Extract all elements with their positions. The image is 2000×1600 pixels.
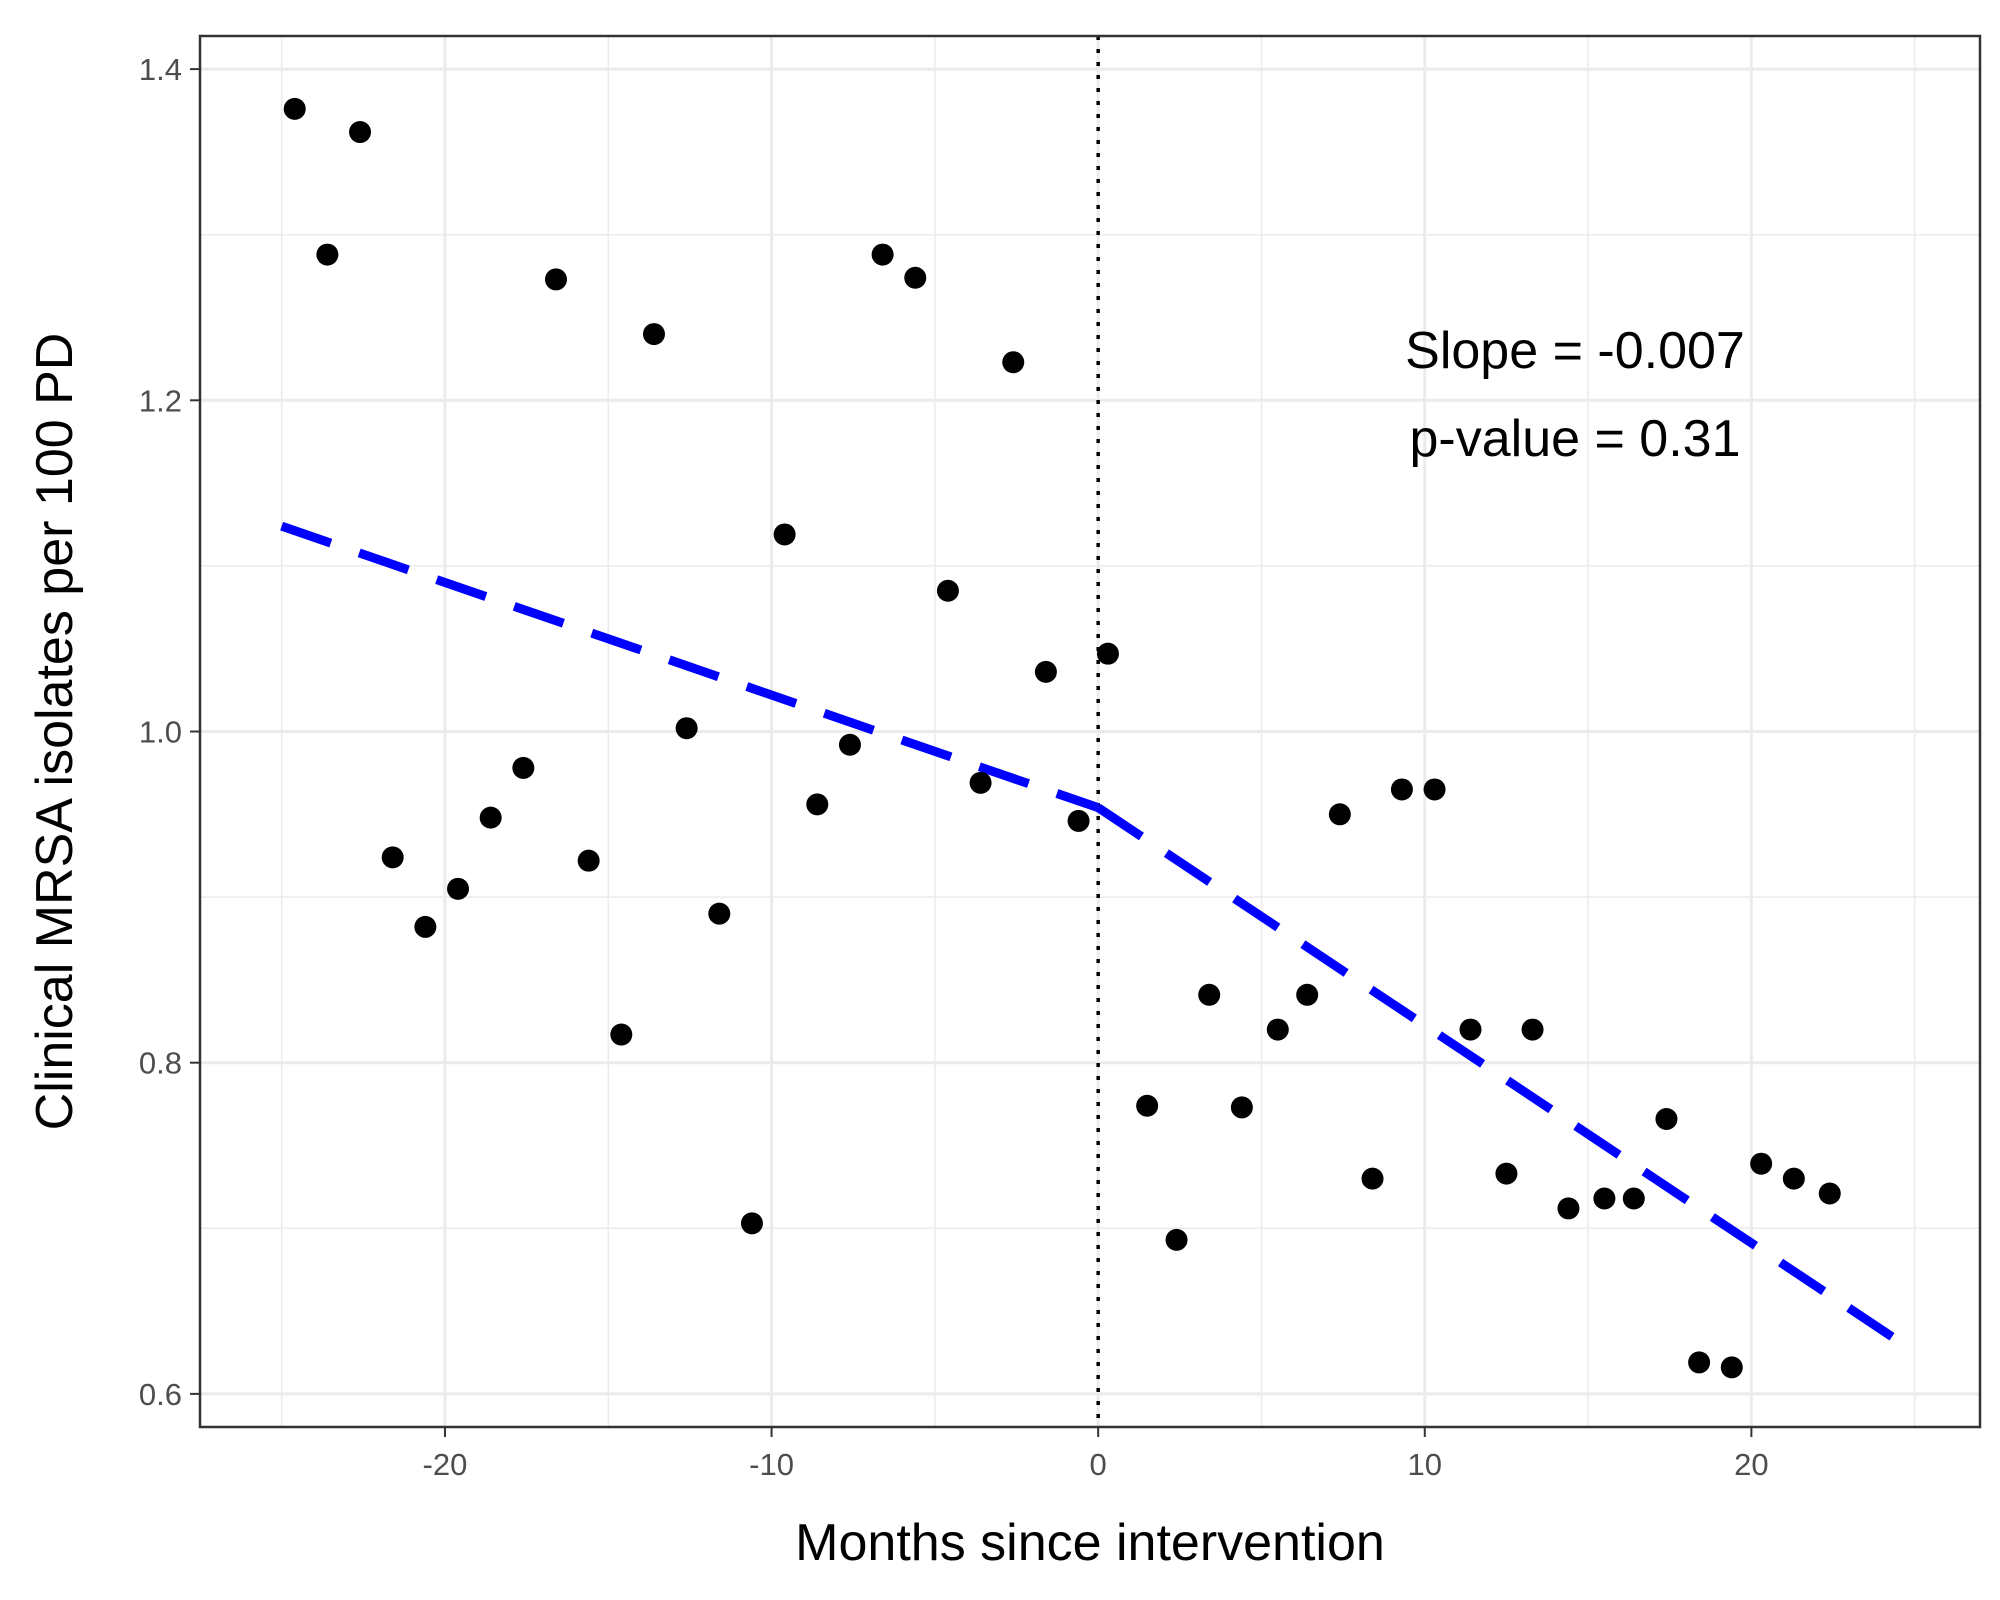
data-point bbox=[1622, 1187, 1645, 1210]
data-point bbox=[1002, 351, 1025, 374]
trend-segment bbox=[1095, 803, 1911, 1352]
trend-line bbox=[280, 521, 1911, 1352]
data-point bbox=[512, 756, 535, 779]
data-point bbox=[1266, 1018, 1289, 1041]
data-point bbox=[479, 806, 502, 829]
data-point bbox=[1750, 1152, 1773, 1175]
y-tick-label: 1.4 bbox=[139, 52, 182, 87]
y-tick-label: 1.0 bbox=[139, 715, 182, 750]
data-point bbox=[414, 915, 437, 938]
data-point bbox=[1328, 803, 1351, 826]
data-point bbox=[1034, 660, 1057, 683]
data-point bbox=[1818, 1182, 1841, 1205]
data-point bbox=[773, 523, 796, 546]
p-value-annotation: p-value = 0.31 bbox=[1409, 410, 1740, 468]
x-tick-label: 10 bbox=[1408, 1447, 1442, 1482]
data-point bbox=[349, 121, 372, 144]
data-point bbox=[1557, 1197, 1580, 1220]
data-point bbox=[740, 1212, 763, 1235]
data-point bbox=[806, 793, 829, 816]
data-point bbox=[1361, 1167, 1384, 1190]
data-point bbox=[1459, 1018, 1482, 1041]
data-point bbox=[1198, 983, 1221, 1006]
y-tick-label: 1.2 bbox=[139, 383, 182, 418]
data-point bbox=[1067, 809, 1090, 832]
data-point bbox=[577, 849, 600, 872]
x-tick-label: -20 bbox=[423, 1447, 468, 1482]
x-axis-ticks: -20 -10 0 10 20 bbox=[423, 1427, 1769, 1482]
data-point bbox=[904, 266, 927, 289]
data-point bbox=[642, 323, 665, 346]
x-tick-label: -10 bbox=[749, 1447, 794, 1482]
data-point bbox=[545, 268, 567, 291]
data-point bbox=[838, 733, 861, 756]
data-point bbox=[381, 846, 404, 869]
data-point bbox=[1390, 778, 1413, 801]
data-point bbox=[708, 902, 731, 925]
data-point bbox=[1230, 1096, 1253, 1119]
x-tick-label: 20 bbox=[1734, 1447, 1768, 1482]
data-points bbox=[283, 97, 1841, 1379]
data-point bbox=[936, 579, 959, 602]
data-point bbox=[447, 877, 470, 900]
data-point bbox=[1096, 642, 1119, 665]
data-point bbox=[1165, 1228, 1188, 1251]
data-point bbox=[1782, 1167, 1805, 1190]
y-tick-label: 0.6 bbox=[139, 1377, 182, 1412]
data-point bbox=[675, 717, 698, 740]
y-tick-label: 0.8 bbox=[139, 1046, 182, 1081]
y-axis-ticks: 0.6 0.8 1.0 1.2 1.4 bbox=[139, 52, 200, 1412]
data-point bbox=[1720, 1356, 1743, 1379]
x-axis-title: Months since intervention bbox=[795, 1514, 1385, 1572]
data-point bbox=[871, 243, 894, 266]
data-point bbox=[1521, 1018, 1544, 1041]
y-axis-title: Clinical MRSA isolates per 100 PD bbox=[26, 333, 84, 1131]
data-point bbox=[1136, 1094, 1159, 1117]
slope-annotation: Slope = -0.007 bbox=[1405, 322, 1745, 380]
x-tick-label: 0 bbox=[1090, 1447, 1107, 1482]
data-point bbox=[1593, 1187, 1616, 1210]
data-point bbox=[969, 771, 992, 794]
data-point bbox=[1688, 1351, 1711, 1374]
data-point bbox=[1495, 1162, 1518, 1185]
data-point bbox=[610, 1023, 633, 1046]
data-point bbox=[1655, 1107, 1678, 1130]
data-point bbox=[283, 97, 306, 120]
trend-segment bbox=[280, 521, 1100, 812]
data-point bbox=[1296, 983, 1319, 1006]
data-point bbox=[1423, 778, 1446, 801]
data-point bbox=[316, 243, 339, 266]
